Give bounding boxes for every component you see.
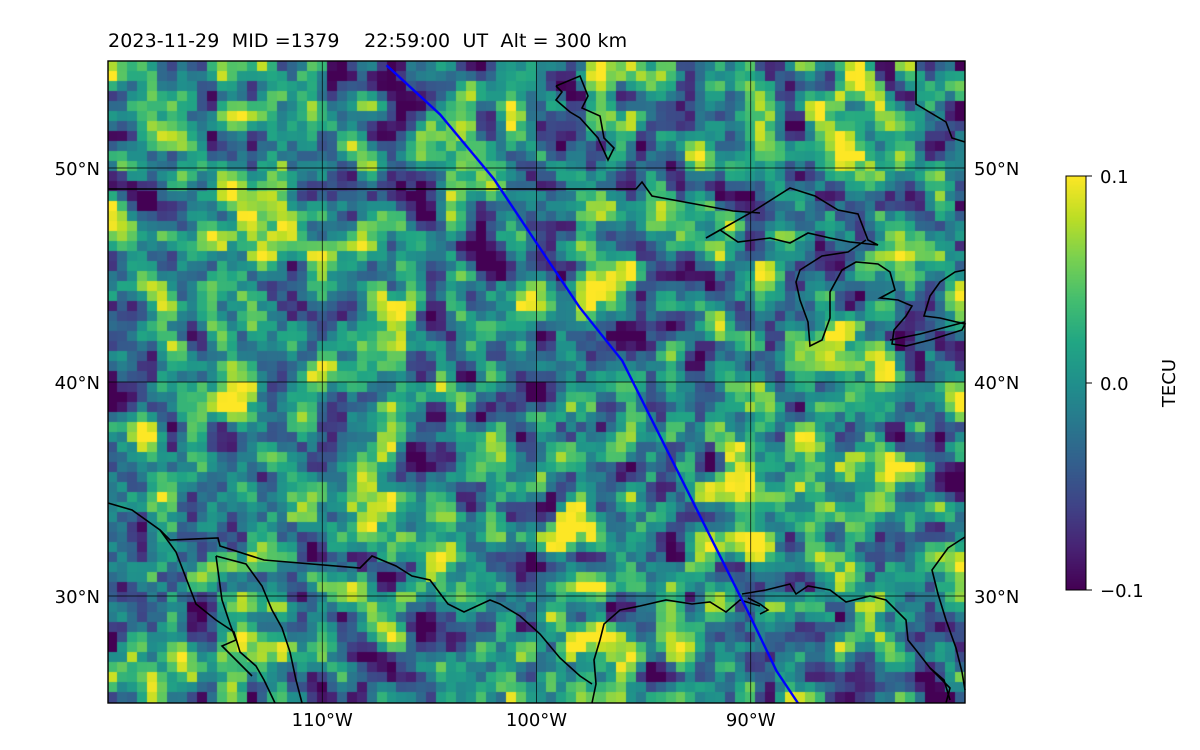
florida-west bbox=[929, 667, 951, 701]
lat-labels-right: 50°N 40°N 30°N bbox=[974, 159, 1019, 608]
lake-winnipeg bbox=[554, 74, 615, 162]
colorbar-tick-label: 0.0 bbox=[1100, 374, 1129, 395]
lake-superior bbox=[705, 187, 879, 246]
colorbar-tick-label: −0.1 bbox=[1100, 581, 1144, 602]
colorbar-ticks: 0.1 0.0 −0.1 bbox=[1086, 167, 1144, 602]
lon-labels: 110°W 100°W 90°W bbox=[292, 710, 776, 731]
lat-label-left: 50°N bbox=[55, 159, 100, 180]
us-gulf-coast bbox=[741, 583, 951, 704]
map-frame bbox=[107, 60, 966, 704]
atlantic-coast bbox=[931, 536, 966, 691]
lon-label: 100°W bbox=[506, 710, 567, 731]
border-us-mexico bbox=[159, 529, 593, 685]
baja-inner bbox=[215, 555, 253, 677]
colorbar-frame bbox=[1065, 175, 1087, 591]
lat-label-right: 50°N bbox=[974, 159, 1019, 180]
lon-label: 90°W bbox=[726, 710, 776, 731]
gridlines bbox=[108, 61, 965, 703]
lake-erie bbox=[889, 321, 966, 341]
lat-label-right: 40°N bbox=[974, 373, 1019, 394]
mississippi-delta bbox=[747, 597, 770, 615]
lake-michigan bbox=[795, 239, 967, 348]
lat-label-left: 40°N bbox=[55, 373, 100, 394]
colorbar-gradient bbox=[1066, 176, 1086, 590]
map-title: 2023-11-29 MID =1379 22:59:00 UT Alt = 3… bbox=[108, 30, 628, 52]
border-us-canada bbox=[108, 180, 761, 214]
satellite-track bbox=[385, 64, 799, 704]
gulf-of-california bbox=[215, 555, 303, 704]
baja-coast bbox=[107, 502, 276, 704]
colorbar-label: TECU bbox=[1159, 359, 1180, 408]
mexico-gulf-coast bbox=[591, 599, 761, 704]
lon-label: 110°W bbox=[292, 710, 353, 731]
coastlines bbox=[107, 61, 967, 704]
colorbar-tick-label: 0.1 bbox=[1100, 167, 1129, 188]
lat-label-left: 30°N bbox=[55, 587, 100, 608]
lat-label-right: 30°N bbox=[974, 587, 1019, 608]
lat-labels-left: 50°N 40°N 30°N bbox=[55, 159, 100, 608]
hudson-bay-edge bbox=[915, 61, 966, 143]
